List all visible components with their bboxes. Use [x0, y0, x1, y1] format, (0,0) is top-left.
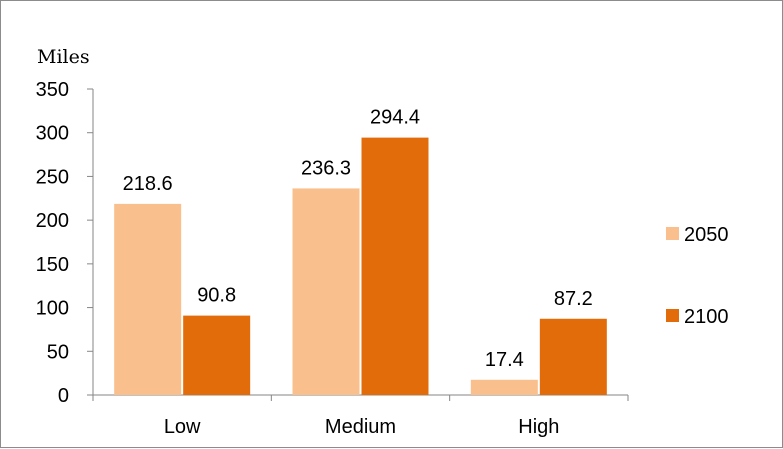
y-tick-label: 150 [36, 254, 69, 276]
bar-2050-low [114, 203, 182, 395]
y-tick-label: 350 [36, 79, 69, 101]
y-tick-label: 50 [47, 341, 69, 363]
data-label: 236.3 [301, 157, 351, 179]
y-axis: 0 50 100 150 200 250 300 350 [36, 79, 94, 407]
y-tick-label: 100 [36, 298, 69, 320]
x-category-label: Low [164, 416, 201, 438]
data-label: 17.4 [485, 349, 524, 371]
bars: 218.6 90.8 236.3 294.4 17.4 87.2 [114, 107, 607, 395]
x-category-label: High [518, 416, 559, 438]
legend-label: 2050 [684, 224, 729, 246]
bar-2100-high [539, 318, 607, 395]
bar-2100-low [183, 315, 251, 395]
legend-swatch [666, 309, 679, 322]
data-label: 87.2 [554, 288, 593, 310]
legend-swatch [666, 227, 679, 240]
y-axis-title: Miles [37, 46, 90, 68]
data-label: 294.4 [370, 107, 420, 129]
x-axis: Low Medium High [92, 394, 629, 438]
y-tick-label: 0 [58, 385, 69, 407]
legend-label: 2100 [684, 306, 729, 328]
data-label: 90.8 [197, 285, 236, 307]
y-tick-label: 200 [36, 210, 69, 232]
y-tick-label: 300 [36, 123, 69, 145]
bar-2050-high [470, 379, 538, 395]
y-tick-label: 250 [36, 166, 69, 188]
x-category-label: Medium [325, 416, 396, 438]
legend: 2050 2100 [666, 224, 729, 328]
data-label: 218.6 [123, 173, 173, 195]
bar-2100-medium [361, 137, 429, 395]
bar-2050-medium [292, 188, 360, 395]
